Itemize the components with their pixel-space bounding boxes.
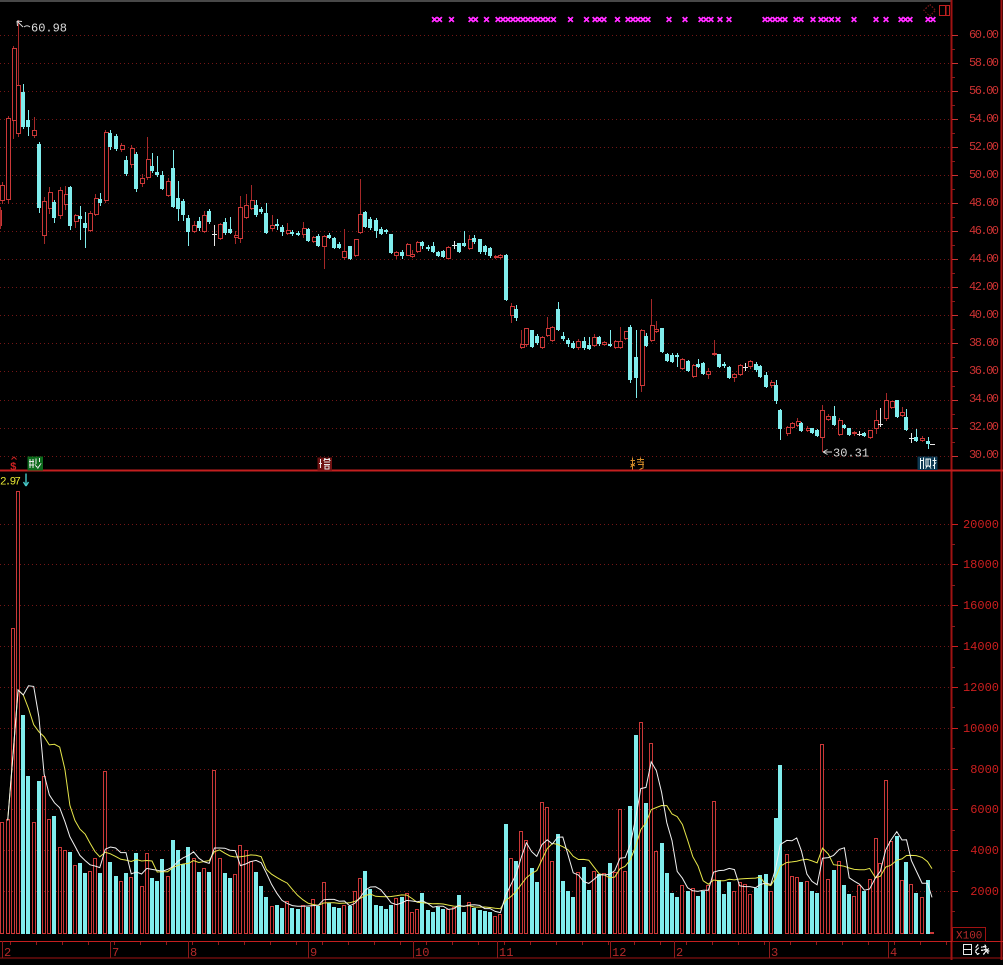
svg-text:58.00: 58.00	[969, 56, 999, 70]
svg-text:7: 7	[112, 946, 119, 960]
svg-text:2: 2	[4, 946, 11, 960]
svg-text:X100: X100	[956, 931, 982, 943]
svg-text:44.00: 44.00	[969, 252, 999, 266]
svg-text:46.00: 46.00	[969, 224, 999, 238]
svg-text:36.00: 36.00	[969, 364, 999, 378]
svg-text:2: 2	[676, 946, 683, 960]
svg-text:40.00: 40.00	[969, 308, 999, 322]
svg-text:60.98: 60.98	[31, 22, 67, 36]
svg-text:48.00: 48.00	[969, 196, 999, 210]
svg-text:20000: 20000	[963, 518, 999, 532]
svg-text:3: 3	[771, 946, 778, 960]
svg-text:50.00: 50.00	[969, 168, 999, 182]
svg-text:4000: 4000	[970, 844, 999, 858]
svg-text:38.00: 38.00	[969, 336, 999, 350]
svg-text:8: 8	[190, 946, 197, 960]
svg-text:54.00: 54.00	[969, 112, 999, 126]
svg-text:12: 12	[612, 946, 626, 960]
svg-text:2.97: 2.97	[0, 477, 21, 489]
svg-text:10: 10	[415, 946, 429, 960]
svg-text:32.00: 32.00	[969, 420, 999, 434]
svg-text:10000: 10000	[963, 722, 999, 736]
svg-text:9: 9	[310, 946, 317, 960]
svg-text:16000: 16000	[963, 599, 999, 613]
svg-text:30.00: 30.00	[969, 448, 999, 462]
svg-text:14000: 14000	[963, 640, 999, 654]
svg-text:18000: 18000	[963, 558, 999, 572]
svg-text:$: $	[10, 462, 17, 474]
svg-text:42.00: 42.00	[969, 280, 999, 294]
svg-text:56.00: 56.00	[969, 84, 999, 98]
svg-text:12000: 12000	[963, 681, 999, 695]
svg-text:2000: 2000	[970, 885, 999, 899]
svg-text:6000: 6000	[970, 803, 999, 817]
svg-text:52.00: 52.00	[969, 140, 999, 154]
svg-text:11: 11	[499, 946, 513, 960]
svg-text:34.00: 34.00	[969, 392, 999, 406]
svg-text:4: 4	[890, 946, 897, 960]
svg-text:60.00: 60.00	[969, 28, 999, 42]
svg-text:30.31: 30.31	[833, 447, 869, 461]
svg-text:8000: 8000	[970, 763, 999, 777]
